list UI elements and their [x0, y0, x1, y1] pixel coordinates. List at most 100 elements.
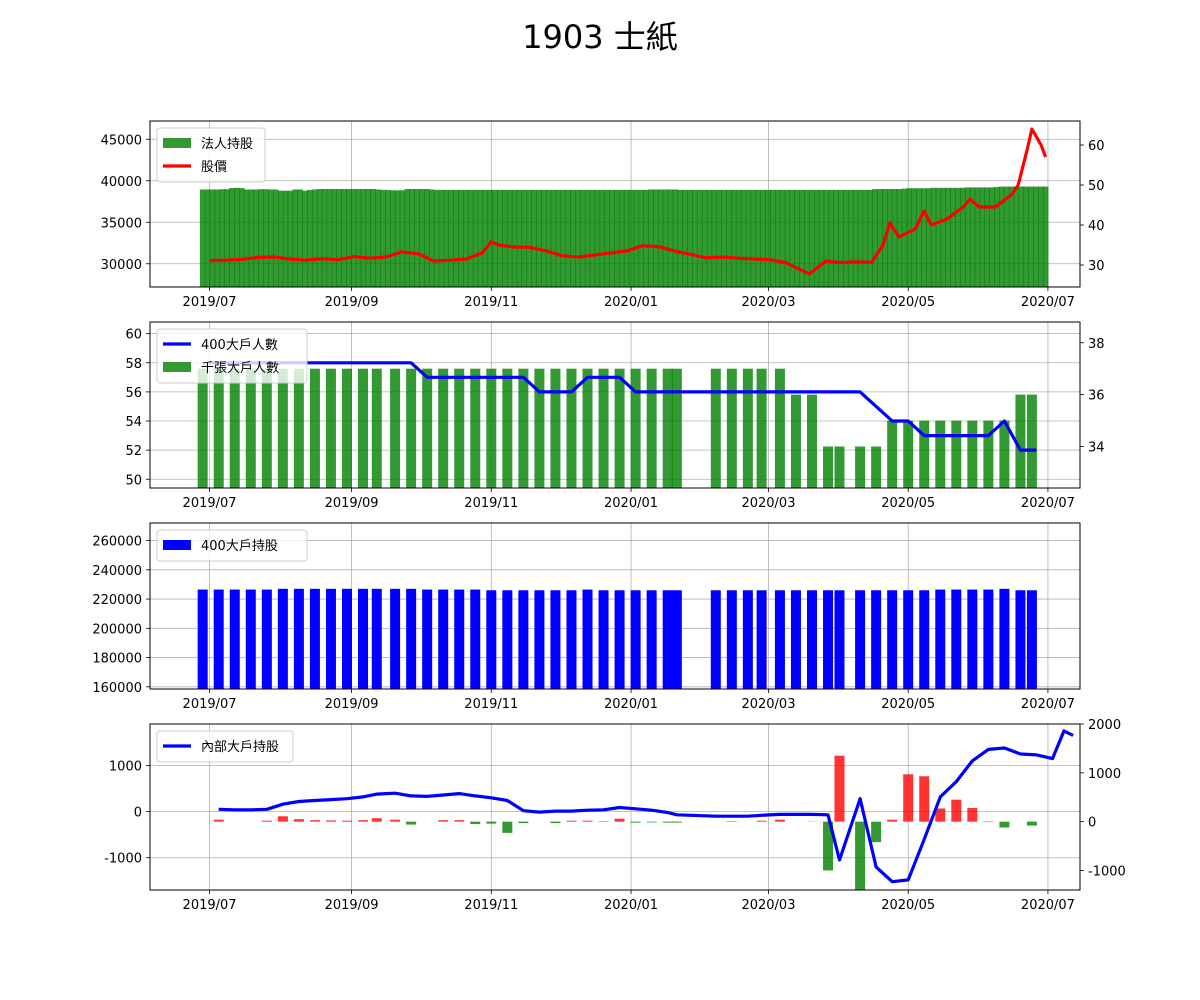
- bar-千張大戶人數: [598, 368, 609, 488]
- bar-法人持股: [555, 189, 562, 287]
- y-left-tick-label: 54: [125, 415, 142, 430]
- x-tick-label: 2019/07: [183, 697, 237, 712]
- y-right-tick-label: 50: [1088, 179, 1105, 194]
- bar-法人持股: [536, 189, 542, 287]
- bar-法人持股: [1008, 186, 1015, 287]
- bar-法人持股: [740, 189, 747, 287]
- bar-400大戶持股: [358, 588, 369, 689]
- bar-千張大戶人數: [967, 420, 978, 488]
- diverging-bar: [671, 821, 682, 823]
- bar-法人持股: [823, 189, 830, 287]
- bar-千張大戶人數: [951, 420, 962, 488]
- bar-千張大戶人數: [422, 368, 433, 488]
- bar-400大戶持股: [935, 589, 946, 689]
- bar-法人持股: [516, 189, 523, 287]
- bar-法人持股: [838, 189, 844, 287]
- bar-法人持股: [467, 189, 474, 287]
- y-left-tick-label: 40000: [101, 175, 142, 190]
- bar-法人持股: [297, 189, 303, 287]
- bar-法人持股: [984, 187, 990, 287]
- bar-千張大戶人數: [774, 368, 785, 488]
- bar-法人持股: [375, 189, 381, 287]
- bar-千張大戶人數: [438, 368, 449, 488]
- bar-法人持股: [453, 189, 459, 287]
- bar-千張大戶人數: [309, 368, 320, 488]
- bar-400大戶持股: [454, 589, 465, 689]
- legend-bar-swatch: [163, 362, 191, 372]
- diverging-bar: [855, 821, 866, 890]
- bar-法人持股: [804, 189, 810, 287]
- bar-法人持股: [628, 189, 635, 287]
- bar-法人持股: [1018, 186, 1025, 287]
- bar-400大戶持股: [213, 589, 224, 689]
- x-tick-label: 2020/05: [881, 898, 935, 913]
- bar-法人持股: [501, 189, 508, 287]
- bar-千張大戶人數: [358, 368, 369, 488]
- bar-法人持股: [497, 189, 503, 287]
- y-left-tick-label: 240000: [92, 564, 142, 579]
- bar-千張大戶人數: [550, 368, 561, 488]
- diverging-bar: [470, 821, 481, 825]
- bar-法人持股: [589, 189, 596, 287]
- bar-法人持股: [458, 189, 464, 287]
- bar-法人持股: [794, 189, 800, 287]
- line-內部大戶持股: [218, 729, 1074, 884]
- y-left-tick-label: 160000: [92, 681, 142, 696]
- diverging-bar: [550, 821, 561, 824]
- bar-400大戶持股: [371, 588, 382, 689]
- bar-400大戶持股: [470, 589, 481, 689]
- bar-法人持股: [365, 189, 372, 287]
- bar-400大戶持股: [630, 590, 641, 689]
- axes-frame: [149, 522, 1081, 690]
- bar-法人持股: [716, 189, 722, 287]
- bar-法人持股: [492, 189, 498, 287]
- bar-法人持股: [765, 189, 771, 287]
- bar-法人持股: [911, 188, 917, 287]
- diverging-bar: [774, 819, 785, 822]
- bar-法人持股: [730, 189, 737, 287]
- bar-法人持股: [311, 189, 318, 287]
- x-tick-label: 2019/09: [325, 697, 379, 712]
- diverging-bar: [502, 821, 513, 833]
- bar-千張大戶人數: [197, 368, 208, 488]
- y-right-tick-label: 1000: [1088, 767, 1121, 782]
- diverging-bar: [341, 820, 352, 822]
- diverging-bar: [371, 818, 382, 822]
- axes-frame: [149, 120, 1081, 288]
- diverging-bar: [967, 807, 978, 822]
- bar-法人持股: [623, 189, 630, 287]
- bar-法人持股: [472, 189, 479, 287]
- bar-法人持股: [667, 189, 674, 287]
- bar-400大戶持股: [887, 590, 898, 689]
- bar-法人持股: [872, 189, 878, 287]
- figure-title: 1903 士紙: [522, 18, 678, 56]
- bar-法人持股: [935, 187, 942, 287]
- chart-panel-1: 2019/07 2019/09 2019/11 2020/01 2020/03 2020/…: [101, 120, 1105, 310]
- bar-千張大戶人數: [341, 368, 352, 488]
- bar-千張大戶人數: [742, 368, 753, 488]
- bar-法人持股: [638, 189, 645, 287]
- bar-法人持股: [735, 189, 742, 287]
- legend-label: 內部大戶持股: [201, 740, 279, 755]
- bar-400大戶持股: [550, 590, 561, 689]
- bar-400大戶持股: [999, 588, 1010, 689]
- bar-千張大戶人數: [871, 446, 882, 488]
- legend-frame: [156, 328, 308, 384]
- diverging-bar: [261, 820, 272, 822]
- bar-法人持股: [998, 186, 1005, 287]
- bar-法人持股: [1023, 186, 1029, 287]
- bar-法人持股: [955, 187, 961, 287]
- bar-法人持股: [360, 189, 367, 287]
- bar-法人持股: [385, 189, 391, 287]
- diverging-bar: [630, 821, 641, 823]
- bar-400大戶持股: [277, 588, 288, 689]
- diverging-bar: [566, 820, 577, 822]
- bar-法人持股: [877, 189, 883, 287]
- bar-法人持股: [321, 189, 328, 287]
- y-right-tick-label: 34: [1088, 441, 1105, 456]
- bar-法人持股: [648, 189, 654, 287]
- bar-法人持股: [526, 189, 532, 287]
- x-tick-label: 2020/07: [1021, 697, 1075, 712]
- y-left-tick-label: 30000: [101, 258, 142, 273]
